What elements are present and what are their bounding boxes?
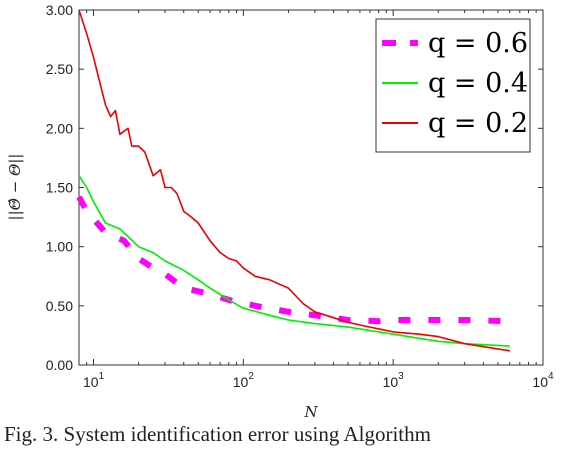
x-tick-label: 101 xyxy=(83,371,105,390)
chart: 0.000.501.001.502.002.503.00 101 102 103 10… xyxy=(6,2,554,420)
x-tick-exponent: 1 xyxy=(99,371,105,382)
y-tick-label: 3.00 xyxy=(46,2,73,18)
legend: q = 0.6 q = 0.4 q = 0.2 xyxy=(375,18,531,153)
x-tick-base: 10 xyxy=(233,374,249,390)
y-tick-label: 0.50 xyxy=(46,298,73,314)
y-tick-label: 2.50 xyxy=(46,61,73,77)
y-tick-label: 2.00 xyxy=(46,120,73,136)
series-line-1 xyxy=(78,175,510,347)
x-tick-exponent: 2 xyxy=(248,371,254,382)
x-tick-base: 10 xyxy=(532,374,548,390)
legend-label-2: q = 0.2 xyxy=(428,108,528,139)
x-tick-label: 103 xyxy=(383,371,405,390)
y-axis-label: ||Θ̂ − Θ|| xyxy=(6,154,24,221)
x-tick-base: 10 xyxy=(383,374,399,390)
y-axis-ticks: 0.00 0.50 1.00 1.50 2.00 2.50 3.00 xyxy=(46,2,543,373)
x-tick-exponent: 4 xyxy=(548,371,554,382)
figure-caption: Fig. 3. System identification error usin… xyxy=(4,422,431,446)
x-axis-label: N xyxy=(303,403,318,420)
x-tick-exponent: 3 xyxy=(398,371,404,382)
series-layer xyxy=(76,9,510,352)
x-tick-base: 10 xyxy=(83,374,99,390)
y-tick-label: 1.50 xyxy=(46,180,73,196)
legend-box xyxy=(375,18,531,153)
series-line-2 xyxy=(78,9,510,352)
x-tick-label: 104 xyxy=(532,371,554,390)
x-axis-ticks: 101 102 103 104 xyxy=(78,10,554,390)
series-line-0 xyxy=(76,195,510,325)
y-tick-label: 0.00 xyxy=(46,357,73,373)
y-tick-label: 1.00 xyxy=(46,239,73,255)
legend-label-0: q = 0.6 xyxy=(428,28,528,59)
x-tick-label: 102 xyxy=(233,371,255,390)
legend-label-1: q = 0.4 xyxy=(428,68,528,99)
